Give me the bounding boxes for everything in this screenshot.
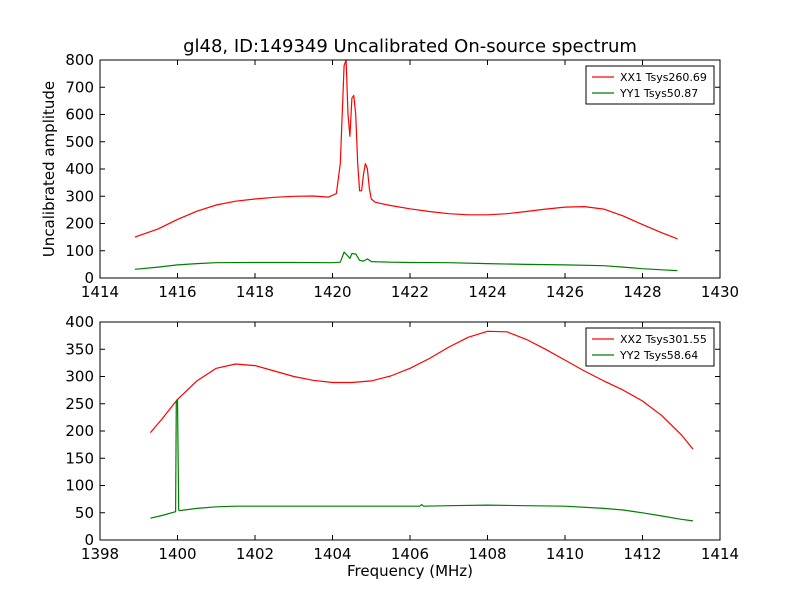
y-tick-label: 0 [84,531,94,549]
x-tick-label: 1424 [468,283,506,301]
y-tick-label: 100 [65,242,94,260]
y-tick-label: 400 [65,313,94,331]
series-line-xx [134,60,678,240]
legend-entry: XX2 Tsys301.55 [620,333,707,346]
y-tick-label: 400 [65,160,94,178]
series-line-xx [149,330,694,450]
x-tick-label: 1404 [313,545,351,563]
y-tick-label: 50 [75,504,94,522]
legend: XX2 Tsys301.55 YY2 Tsys58.64 [585,327,715,367]
y-tick-label: 700 [65,78,94,96]
x-tick-label: 1402 [236,545,274,563]
y-tick-label: 500 [65,133,94,151]
y-tick-label: 150 [65,449,94,467]
x-tick-label: 1412 [623,545,661,563]
top-panel: 1414 1416 1418 1420 1422 1424 1426 1428 1430 0 100… [65,51,739,301]
y-tick-label: 0 [84,269,94,287]
x-tick-label: 1408 [468,545,506,563]
y-tick-label: 300 [65,187,94,205]
y-tick-label: 300 [65,368,94,386]
y-tick-label: 350 [65,340,94,358]
legend-entry: YY2 Tsys58.64 [619,349,698,362]
y-tick-label: 200 [65,215,94,233]
series-line-yy [150,398,693,522]
y-tick-label: 100 [65,477,94,495]
x-tick-label: 1410 [546,545,584,563]
chart-title: gl48, ID:149349 Uncalibrated On-source s… [183,36,637,57]
x-tick-label: 1418 [236,283,274,301]
x-tick-label: 1406 [391,545,429,563]
y-tick-label: 200 [65,422,94,440]
x-axis-label: Frequency (MHz) [347,562,473,580]
y-tick-label: 600 [65,106,94,124]
legend: XX1 Tsys260.69 YY1 Tsys50.87 [585,65,715,105]
legend-box [585,65,715,105]
x-tick-label: 1414 [701,545,739,563]
x-tick-label: 1422 [391,283,429,301]
x-tick-label: 1398 [81,545,119,563]
x-tick-label: 1430 [701,283,739,301]
bottom-panel: 1398 1400 1402 1404 1406 1408 1410 1412 1414 0 50 1… [65,313,739,563]
legend-box [585,327,715,367]
x-tick-label: 1426 [546,283,584,301]
series-line-yy [134,251,678,272]
x-tick-label: 1400 [158,545,196,563]
x-tick-label: 1414 [81,283,119,301]
y-tick-label: 800 [65,51,94,69]
y-axis-label: Uncalibrated amplitude [40,81,58,257]
y-tick-label: 250 [65,395,94,413]
legend-entry: XX1 Tsys260.69 [620,71,707,84]
x-tick-label: 1428 [623,283,661,301]
legend-entry: YY1 Tsys50.87 [619,87,698,100]
x-tick-label: 1420 [313,283,351,301]
x-tick-label: 1416 [158,283,196,301]
